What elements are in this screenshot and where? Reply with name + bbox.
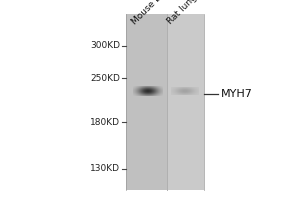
Text: 130KD: 130KD xyxy=(90,164,120,173)
Text: MYH7: MYH7 xyxy=(220,89,252,99)
Text: 250KD: 250KD xyxy=(90,74,120,83)
Text: Rat lung: Rat lung xyxy=(166,0,199,26)
Text: 180KD: 180KD xyxy=(90,118,120,127)
Text: Mouse brain: Mouse brain xyxy=(130,0,176,26)
Bar xyxy=(167,14,204,190)
Text: 300KD: 300KD xyxy=(90,41,120,50)
Bar xyxy=(126,14,167,190)
